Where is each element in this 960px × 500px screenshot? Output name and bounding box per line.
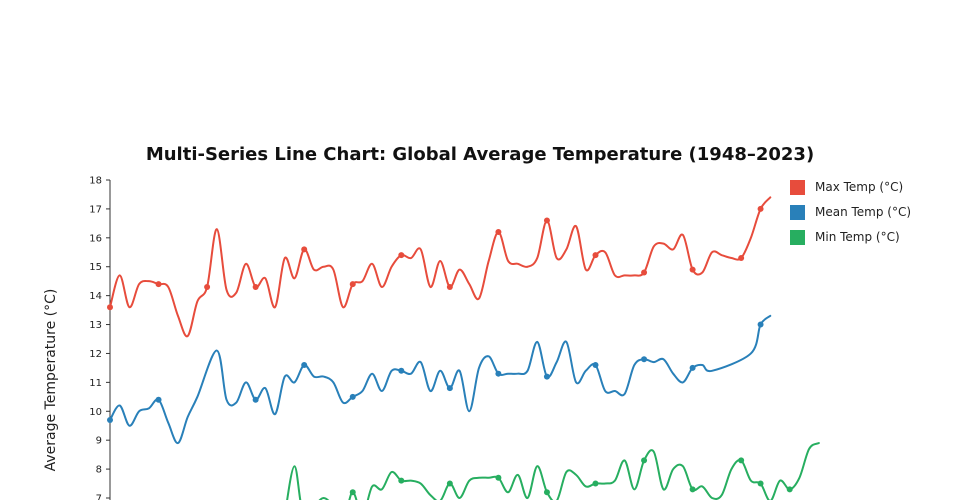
data-point-max-temp[interactable]	[592, 252, 599, 259]
y-tick-label: 16	[89, 233, 102, 244]
data-point-min-temp[interactable]	[495, 474, 502, 481]
y-tick-label: 11	[89, 378, 102, 389]
y-tick-label: 18	[89, 176, 102, 187]
data-point-mean-temp[interactable]	[543, 373, 550, 380]
series-line-max-temp	[109, 196, 772, 338]
data-point-max-temp[interactable]	[107, 304, 113, 311]
data-point-min-temp[interactable]	[398, 477, 405, 484]
data-point-min-temp[interactable]	[738, 457, 745, 464]
data-point-min-temp[interactable]	[641, 457, 648, 464]
series-min-temp	[286, 442, 820, 500]
data-point-max-temp[interactable]	[738, 255, 745, 262]
data-point-min-temp[interactable]	[446, 480, 453, 487]
data-point-mean-temp[interactable]	[689, 364, 696, 371]
data-point-mean-temp[interactable]	[301, 362, 308, 369]
series-layer	[107, 196, 820, 500]
data-point-max-temp[interactable]	[155, 281, 162, 288]
y-tick-label: 7	[96, 494, 102, 500]
data-point-mean-temp[interactable]	[757, 321, 764, 328]
series-mean-temp	[107, 314, 772, 445]
series-max-temp	[107, 196, 772, 338]
data-point-mean-temp[interactable]	[592, 362, 599, 369]
y-tick-label: 12	[89, 349, 102, 360]
data-point-max-temp[interactable]	[349, 281, 356, 288]
data-point-min-temp[interactable]	[543, 489, 550, 496]
data-point-mean-temp[interactable]	[155, 396, 162, 403]
legend: Max Temp (°C) Mean Temp (°C) Min Temp (°C)	[790, 180, 911, 245]
chart-title: Multi-Series Line Chart: Global Average …	[146, 144, 814, 165]
data-point-max-temp[interactable]	[689, 266, 696, 273]
data-point-min-temp[interactable]	[689, 486, 696, 493]
data-point-mean-temp[interactable]	[398, 367, 405, 374]
data-point-min-temp[interactable]	[349, 489, 356, 496]
data-point-max-temp[interactable]	[446, 283, 453, 290]
data-point-min-temp[interactable]	[592, 480, 599, 487]
legend-swatch-max-temp	[790, 180, 805, 195]
y-axis: 7 8 9 10 11 12 13 14 15 16 17 18	[89, 176, 111, 500]
data-point-mean-temp[interactable]	[446, 385, 453, 392]
series-line-mean-temp	[109, 314, 772, 445]
data-point-max-temp[interactable]	[757, 205, 764, 212]
data-point-max-temp[interactable]	[398, 252, 405, 259]
y-axis-title: Average Temperature (°C)	[43, 289, 59, 472]
data-point-max-temp[interactable]	[495, 229, 502, 236]
data-point-mean-temp[interactable]	[107, 416, 113, 423]
data-point-max-temp[interactable]	[301, 246, 308, 253]
data-point-max-temp[interactable]	[641, 269, 648, 276]
series-line-min-temp	[286, 442, 820, 500]
data-point-min-temp[interactable]	[786, 486, 793, 493]
data-point-max-temp[interactable]	[543, 217, 550, 224]
y-tick-label: 10	[89, 407, 102, 418]
y-tick-label: 17	[89, 204, 102, 215]
y-tick-label: 14	[89, 291, 102, 302]
y-tick-label: 9	[96, 436, 102, 447]
data-point-max-temp[interactable]	[204, 283, 211, 290]
data-point-max-temp[interactable]	[252, 283, 259, 290]
data-point-mean-temp[interactable]	[349, 393, 356, 400]
data-point-mean-temp[interactable]	[495, 370, 502, 377]
legend-label-mean-temp: Mean Temp (°C)	[815, 205, 911, 219]
legend-swatch-min-temp	[790, 230, 805, 245]
legend-swatch-mean-temp	[790, 205, 805, 220]
data-point-min-temp[interactable]	[757, 480, 764, 487]
y-tick-label: 13	[89, 320, 102, 331]
data-point-mean-temp[interactable]	[641, 356, 648, 363]
y-tick-label: 15	[89, 262, 102, 273]
legend-label-max-temp: Max Temp (°C)	[815, 180, 903, 194]
legend-label-min-temp: Min Temp (°C)	[815, 230, 900, 244]
data-point-mean-temp[interactable]	[252, 396, 259, 403]
y-tick-label: 8	[96, 465, 102, 476]
